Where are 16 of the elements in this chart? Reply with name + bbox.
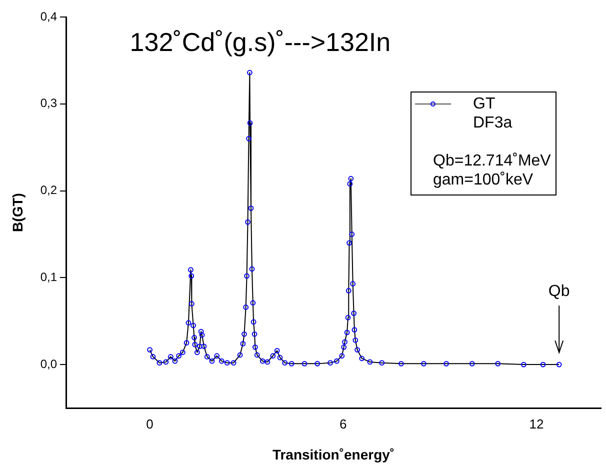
x-tick-label: 0 [146, 416, 154, 432]
y-tick-label: 0,3 [40, 96, 58, 110]
annotation: gam=100˚keV [433, 171, 534, 188]
y-tick-label: 0,4 [40, 9, 58, 24]
annotation: DF3a [473, 114, 512, 132]
x-tick-label: 12 [529, 416, 544, 432]
legend-label: GT [473, 95, 496, 112]
y-tick-label: 0,1 [40, 270, 58, 284]
x-axis-title: Transition˚energy˚ [272, 446, 395, 462]
annotation: Qb [548, 282, 570, 300]
y-tick-label: 0,0 [40, 356, 58, 371]
annotation: Qb=12.714˚MeV [433, 152, 552, 170]
chart-title: 132˚Cd˚(g.s)˚--->132In [130, 27, 391, 58]
x-tick-label: 6 [340, 416, 347, 432]
y-tick-label: 0,2 [40, 183, 58, 198]
y-axis-title: B(GT) [9, 193, 26, 232]
